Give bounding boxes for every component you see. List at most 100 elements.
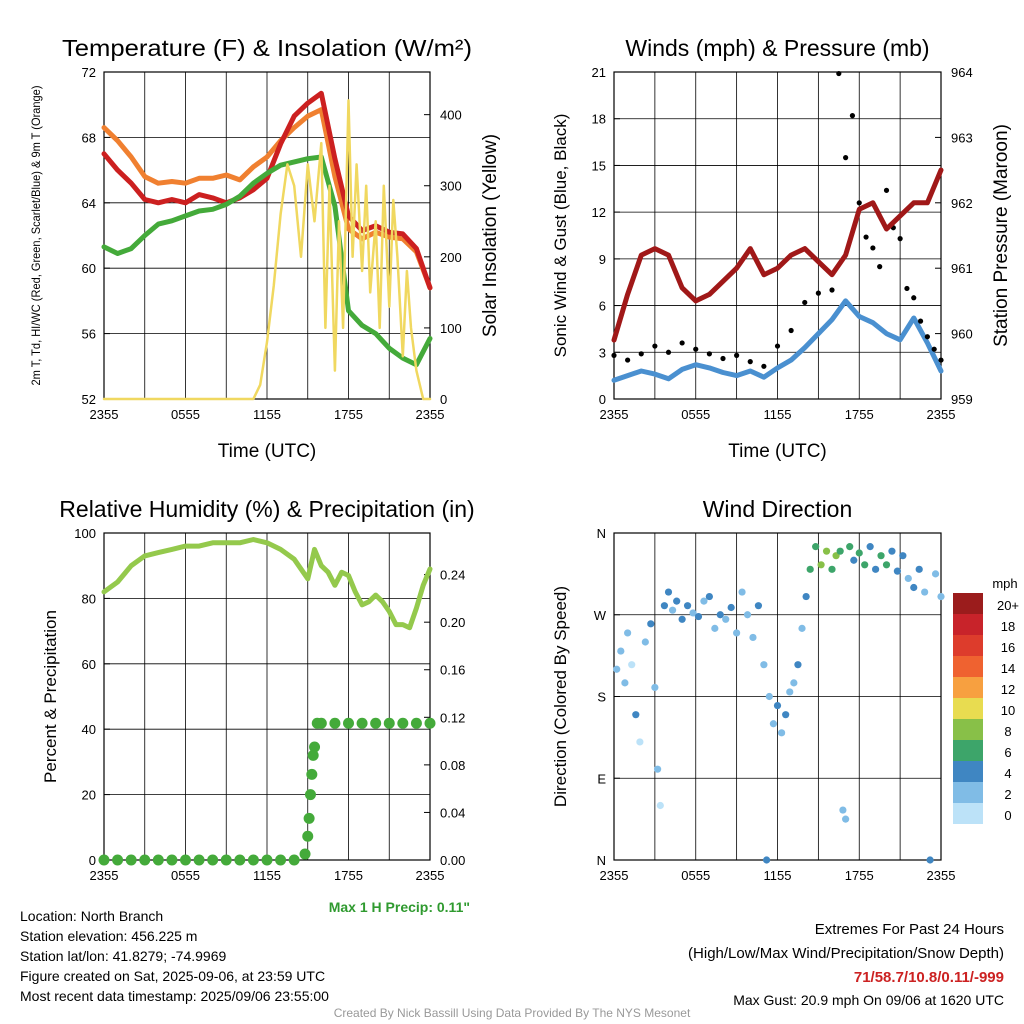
rh-series-1-point bbox=[302, 830, 314, 842]
rh-series-1-point bbox=[220, 854, 232, 866]
wind-x-tick-label: 0555 bbox=[681, 407, 710, 422]
dir-chart-title: Wind Direction bbox=[703, 496, 853, 522]
dir-point bbox=[888, 547, 896, 555]
wind-series-1-point bbox=[788, 327, 794, 334]
rh-series-1-point bbox=[383, 717, 395, 729]
dir-point bbox=[773, 701, 782, 710]
wind-series-1-point bbox=[761, 363, 767, 369]
temp-y-tick-label: 60 bbox=[82, 261, 96, 276]
dir-point bbox=[910, 583, 918, 592]
dir-point bbox=[668, 606, 677, 614]
temp-y-tick-label: 72 bbox=[82, 65, 96, 80]
legend-swatch bbox=[953, 782, 983, 803]
temp-y2-axis-label: Solar Insolation (Yellow) bbox=[480, 134, 501, 337]
wind-series-1-point bbox=[679, 340, 685, 346]
wind-x-axis-label: Time (UTC) bbox=[728, 441, 827, 462]
dir-point bbox=[842, 815, 850, 823]
legend-swatch bbox=[953, 761, 983, 782]
rh-y-axis-label: Percent & Precipitation bbox=[41, 610, 60, 783]
dir-point bbox=[866, 543, 874, 551]
dir-point bbox=[828, 565, 836, 573]
dir-point bbox=[839, 806, 847, 814]
rh-x-tick-label: 0555 bbox=[171, 868, 200, 883]
wind-y-tick-label: 0 bbox=[599, 392, 606, 407]
wind-y2-tick-label: 963 bbox=[951, 130, 973, 145]
legend-swatch bbox=[953, 698, 983, 719]
rh-series-1-point bbox=[329, 717, 341, 729]
dir-x-tick-label: 1755 bbox=[845, 868, 874, 883]
wind-chart-title: Winds (mph) & Pressure (mb) bbox=[625, 35, 929, 61]
temp-x-tick-label: 0555 bbox=[171, 407, 200, 422]
rh-series-1-point bbox=[303, 812, 315, 824]
rh-x-tick-label: 2355 bbox=[416, 868, 445, 883]
wind-x-tick-label: 2355 bbox=[600, 407, 629, 422]
rh-series-1-point bbox=[288, 854, 300, 866]
dir-point bbox=[716, 611, 724, 619]
dir-y-tick-label: S bbox=[597, 690, 606, 705]
temp-y2-tick-label: 300 bbox=[440, 179, 462, 194]
dir-x-tick-label: 2355 bbox=[927, 868, 956, 883]
rh-y2-tick-label: 0.24 bbox=[440, 568, 465, 583]
dir-point bbox=[790, 679, 798, 687]
wind-series-1-point bbox=[638, 351, 644, 357]
wind-series-1-point bbox=[856, 200, 862, 206]
rh-series-1-point bbox=[152, 854, 164, 866]
rh-series-1-point bbox=[356, 717, 368, 729]
dir-point bbox=[872, 565, 880, 573]
wind-y-tick-label: 3 bbox=[599, 345, 606, 360]
legend-label: 14 bbox=[1001, 661, 1015, 676]
wind-series-1-point bbox=[938, 357, 944, 363]
rh-x-tick-label: 1755 bbox=[334, 868, 363, 883]
location-text: Location: North Branch bbox=[20, 908, 164, 924]
rh-chart-title: Relative Humidity (%) & Precipitation (i… bbox=[59, 496, 474, 522]
dir-y-tick-label: W bbox=[594, 608, 607, 623]
rh-series-1-point bbox=[370, 717, 382, 729]
dir-point bbox=[754, 602, 763, 610]
legend-swatch bbox=[953, 719, 983, 740]
wind-series-1-point bbox=[774, 343, 781, 349]
dir-point bbox=[760, 661, 768, 669]
legend-label: 18 bbox=[1001, 619, 1015, 634]
wind-series-1-point bbox=[706, 351, 712, 357]
dir-point bbox=[812, 543, 820, 551]
rh-series-1-point bbox=[207, 854, 219, 866]
dir-point bbox=[656, 801, 664, 810]
wind-series-1-point bbox=[611, 352, 617, 358]
wind-series-1-point bbox=[815, 290, 821, 296]
temp-series-3-line bbox=[102, 99, 432, 401]
wind-x-tick-label: 1155 bbox=[764, 407, 792, 422]
dir-point bbox=[899, 552, 907, 560]
legend-swatch bbox=[953, 677, 983, 698]
recent-text: Most recent data timestamp: 2025/09/06 2… bbox=[20, 988, 329, 1004]
dir-x-tick-label: 0555 bbox=[681, 868, 710, 883]
wind-series-1-point bbox=[917, 318, 924, 324]
dir-point bbox=[915, 565, 923, 573]
dir-point bbox=[632, 711, 640, 719]
dir-y-tick-label: E bbox=[597, 771, 606, 786]
legend-swatch bbox=[953, 803, 983, 824]
wind-series-1-point bbox=[652, 343, 658, 349]
dir-point bbox=[743, 611, 752, 619]
wind-series-1-point bbox=[911, 295, 917, 301]
dir-point bbox=[647, 620, 655, 628]
dir-point bbox=[861, 561, 869, 569]
temp-x-tick-label: 2355 bbox=[416, 407, 445, 422]
temp-y-tick-label: 68 bbox=[82, 130, 96, 145]
max-precip-annotation: Max 1 H Precip: 0.11" bbox=[329, 899, 470, 915]
temp-y-tick-label: 64 bbox=[82, 196, 96, 211]
dir-point bbox=[798, 624, 806, 632]
wind-x-tick-label: 2355 bbox=[927, 407, 956, 422]
dir-point bbox=[636, 738, 644, 746]
dir-point bbox=[836, 547, 844, 555]
wind-series-1-point bbox=[931, 346, 937, 352]
rh-y-tick-label: 80 bbox=[82, 591, 96, 606]
rh-series-1-point bbox=[306, 768, 318, 780]
wind-series-1-point bbox=[829, 287, 835, 293]
dir-point bbox=[765, 692, 773, 701]
rh-y-tick-label: 100 bbox=[74, 526, 96, 541]
legend-swatch bbox=[953, 614, 983, 635]
rh-series-1-point bbox=[112, 854, 124, 866]
wind-series-1-point bbox=[849, 113, 856, 119]
dir-point bbox=[877, 552, 885, 560]
dir-point bbox=[694, 612, 703, 621]
